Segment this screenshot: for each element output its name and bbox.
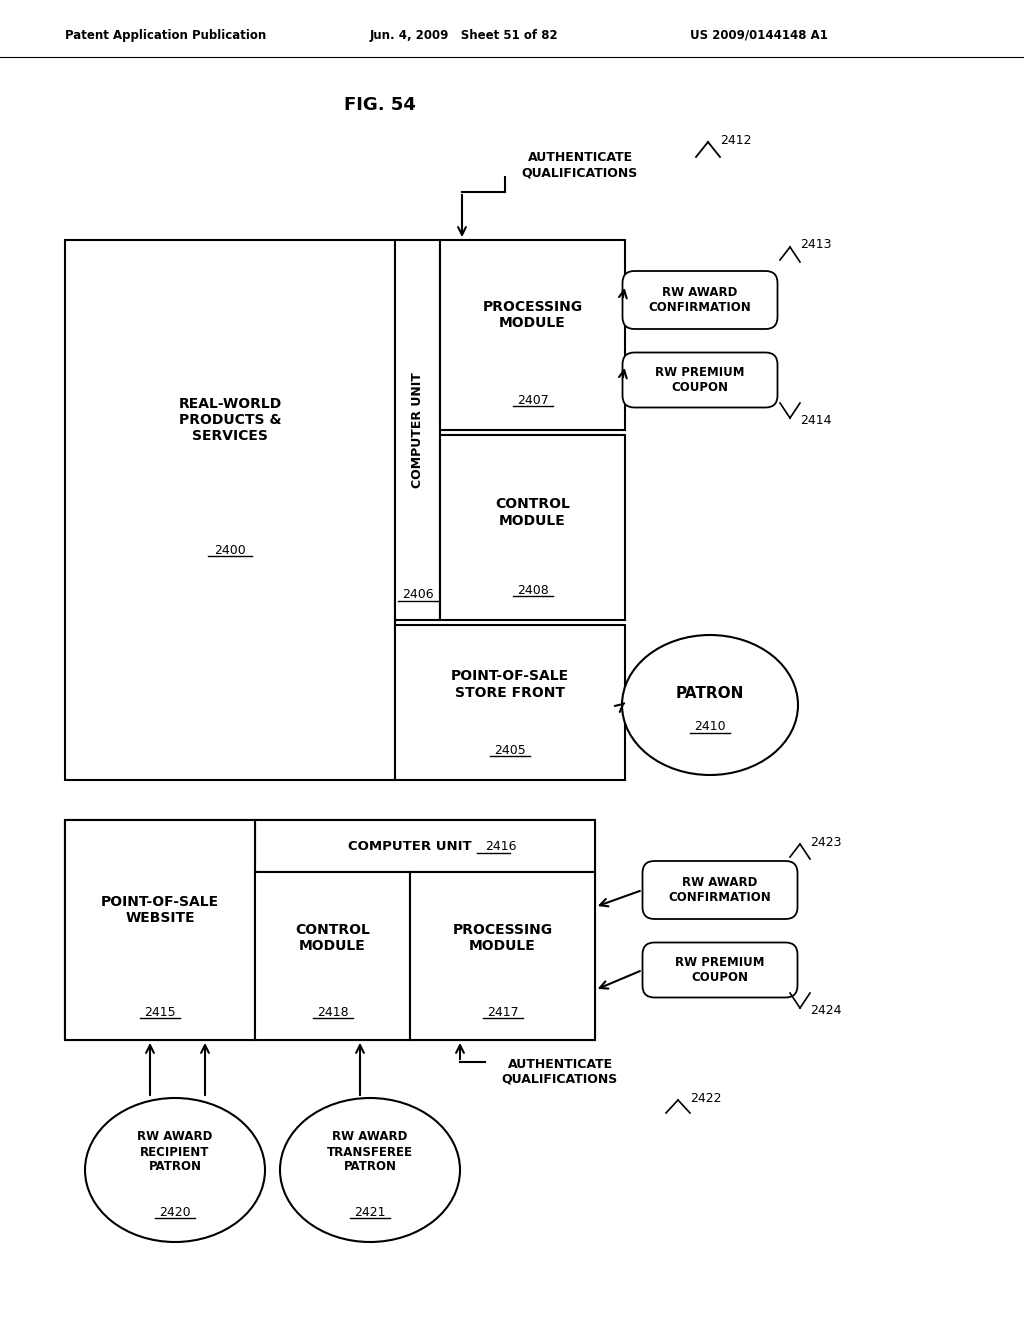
Text: 2407: 2407 <box>517 393 549 407</box>
FancyBboxPatch shape <box>440 436 625 620</box>
Text: RW AWARD
CONFIRMATION: RW AWARD CONFIRMATION <box>648 286 752 314</box>
Text: AUTHENTICATE
QUALIFICATIONS: AUTHENTICATE QUALIFICATIONS <box>502 1059 618 1086</box>
FancyBboxPatch shape <box>395 624 625 780</box>
Ellipse shape <box>280 1098 460 1242</box>
Text: RW PREMIUM
COUPON: RW PREMIUM COUPON <box>675 956 765 983</box>
Text: Jun. 4, 2009   Sheet 51 of 82: Jun. 4, 2009 Sheet 51 of 82 <box>370 29 559 41</box>
Text: 2408: 2408 <box>517 583 549 597</box>
Text: 2410: 2410 <box>694 721 726 734</box>
FancyBboxPatch shape <box>623 271 777 329</box>
Text: US 2009/0144148 A1: US 2009/0144148 A1 <box>690 29 827 41</box>
Text: 2416: 2416 <box>485 840 516 853</box>
Text: 2422: 2422 <box>690 1092 722 1105</box>
Text: RW AWARD
RECIPIENT
PATRON: RW AWARD RECIPIENT PATRON <box>137 1130 213 1173</box>
Text: 2413: 2413 <box>800 239 831 252</box>
FancyBboxPatch shape <box>642 861 798 919</box>
Text: 2421: 2421 <box>354 1205 386 1218</box>
Text: AUTHENTICATE
QUALIFICATIONS: AUTHENTICATE QUALIFICATIONS <box>522 150 638 180</box>
Text: 2406: 2406 <box>401 589 433 602</box>
Text: POINT-OF-SALE
STORE FRONT: POINT-OF-SALE STORE FRONT <box>451 669 569 700</box>
Text: 2400: 2400 <box>214 544 246 557</box>
Text: COMPUTER UNIT: COMPUTER UNIT <box>411 372 424 488</box>
Text: CONTROL
MODULE: CONTROL MODULE <box>295 923 370 953</box>
FancyBboxPatch shape <box>623 352 777 408</box>
Text: 2418: 2418 <box>316 1006 348 1019</box>
FancyBboxPatch shape <box>65 820 255 1040</box>
Text: 2414: 2414 <box>800 413 831 426</box>
Text: FIG. 54: FIG. 54 <box>344 96 416 114</box>
FancyBboxPatch shape <box>395 240 440 620</box>
Text: RW PREMIUM
COUPON: RW PREMIUM COUPON <box>655 366 744 393</box>
FancyBboxPatch shape <box>255 820 595 873</box>
Text: Patent Application Publication: Patent Application Publication <box>65 29 266 41</box>
Ellipse shape <box>622 635 798 775</box>
FancyBboxPatch shape <box>410 873 595 1040</box>
Text: RW AWARD
TRANSFEREE
PATRON: RW AWARD TRANSFEREE PATRON <box>327 1130 413 1173</box>
Text: 2424: 2424 <box>810 1003 842 1016</box>
Text: PROCESSING
MODULE: PROCESSING MODULE <box>453 923 553 953</box>
Ellipse shape <box>85 1098 265 1242</box>
FancyBboxPatch shape <box>642 942 798 998</box>
Text: 2420: 2420 <box>159 1205 190 1218</box>
Text: 2412: 2412 <box>720 133 752 147</box>
Text: POINT-OF-SALE
WEBSITE: POINT-OF-SALE WEBSITE <box>101 895 219 925</box>
Text: 2417: 2417 <box>486 1006 518 1019</box>
Text: COMPUTER UNIT: COMPUTER UNIT <box>348 840 472 853</box>
Text: RW AWARD
CONFIRMATION: RW AWARD CONFIRMATION <box>669 876 771 904</box>
FancyBboxPatch shape <box>255 873 410 1040</box>
Text: PATRON: PATRON <box>676 685 744 701</box>
FancyBboxPatch shape <box>440 240 625 430</box>
Text: 2415: 2415 <box>144 1006 176 1019</box>
Text: 2405: 2405 <box>495 743 526 756</box>
FancyBboxPatch shape <box>65 820 595 1040</box>
FancyBboxPatch shape <box>65 240 395 780</box>
Text: 2423: 2423 <box>810 836 842 849</box>
Text: REAL-WORLD
PRODUCTS &
SERVICES: REAL-WORLD PRODUCTS & SERVICES <box>178 397 282 444</box>
Text: PROCESSING
MODULE: PROCESSING MODULE <box>482 300 583 330</box>
Text: CONTROL
MODULE: CONTROL MODULE <box>495 498 570 528</box>
